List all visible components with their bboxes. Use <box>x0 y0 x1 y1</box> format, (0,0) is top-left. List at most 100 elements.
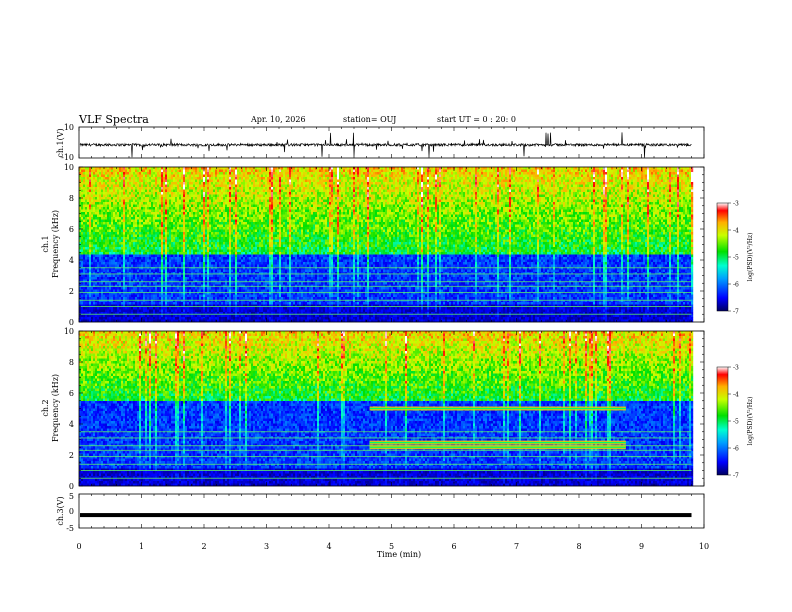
spectrogram-cell <box>95 262 97 265</box>
spectrogram-cell <box>101 287 103 290</box>
spectrogram-cell <box>89 235 91 238</box>
spectrogram-cell <box>83 175 85 178</box>
spectrogram-cell <box>95 215 97 218</box>
spectrogram-cell <box>99 177 101 180</box>
spectrogram-cell <box>99 240 101 243</box>
spectrogram-cell <box>95 180 97 183</box>
spectrogram-cell <box>99 222 101 225</box>
spectrogram-cell <box>83 240 85 243</box>
spectrogram-cell <box>103 207 105 210</box>
spectrogram-cell <box>99 227 101 230</box>
spectrogram-cell <box>105 295 107 298</box>
spectrogram-cell <box>103 240 105 243</box>
spectrogram-cell <box>101 310 103 313</box>
spectrogram-cell <box>97 302 99 305</box>
spectrogram-cell <box>87 195 89 198</box>
spectrogram-cell <box>81 295 83 298</box>
spectrogram-cell <box>89 317 91 320</box>
spectrogram-cell <box>103 195 105 198</box>
start-time-label: start UT = 0 : 20: 0 <box>437 115 516 124</box>
spectrogram-cell <box>105 227 107 230</box>
spectrogram-cell <box>87 250 89 253</box>
spectrogram-cell <box>99 175 101 178</box>
spectrogram-cell <box>99 262 101 265</box>
spectrogram-cell <box>97 182 99 185</box>
spectrogram-cell <box>95 247 97 250</box>
spectrogram-cell <box>95 172 97 175</box>
spectrogram-cell <box>85 187 87 190</box>
spectrogram-cell <box>101 232 103 235</box>
spectrogram-cell <box>105 317 107 320</box>
spectrogram-cell <box>99 297 101 300</box>
spectrogram-cell <box>99 315 101 318</box>
spectrogram-cell <box>97 200 99 203</box>
spectrogram-cell <box>81 255 83 258</box>
spectrogram-cell <box>105 212 107 215</box>
spectrogram-cell <box>93 182 95 185</box>
spectrogram-cell <box>93 315 95 318</box>
spectrogram-cell <box>101 172 103 175</box>
spectrogram-cell <box>93 252 95 255</box>
spectrogram-cell <box>101 240 103 243</box>
spectrogram-cell <box>85 175 87 178</box>
spectrogram-cell <box>97 250 99 253</box>
spectrogram-cell <box>103 197 105 200</box>
spectrogram-cell <box>95 220 97 223</box>
spectrogram-cell <box>91 255 93 258</box>
spectrogram-cell <box>95 257 97 260</box>
spectrogram-cell <box>85 287 87 290</box>
spectrogram-cell <box>87 270 89 273</box>
spectrogram-cell <box>95 167 97 170</box>
spectrogram-cell <box>99 225 101 228</box>
spectrogram-cell <box>87 265 89 268</box>
spectrogram-cell <box>83 242 85 245</box>
spectrogram-cell <box>105 167 107 170</box>
spectrogram-cell <box>87 172 89 175</box>
spectrogram-cell <box>83 310 85 313</box>
spectrogram-cell <box>103 252 105 255</box>
spectrogram-cell <box>85 252 87 255</box>
spectrogram-cell <box>93 215 95 218</box>
spectrogram-cell <box>85 250 87 253</box>
spectrogram-cell <box>93 257 95 260</box>
spectrogram-cell <box>91 277 93 280</box>
spectrogram-cell <box>99 217 101 220</box>
spectrogram-cell <box>103 242 105 245</box>
spectrogram-cell <box>83 172 85 175</box>
spectrogram-cell <box>97 282 99 285</box>
spectrogram-cell <box>103 275 105 278</box>
spectrogram-cell <box>107 195 109 198</box>
spectrogram-cell <box>103 202 105 205</box>
spectrogram-cell <box>91 302 93 305</box>
spectrogram-cell <box>89 185 91 188</box>
spectrogram-cell <box>87 247 89 250</box>
spectrogram-cell <box>83 295 85 298</box>
spectrogram-cell <box>89 200 91 203</box>
spectrogram-cell <box>105 255 107 258</box>
ch1-spectrogram-panel: 0246810 ch.1 Frequency (kHz) <box>41 163 704 327</box>
spectrogram-cell <box>89 212 91 215</box>
spectrogram-cell <box>81 257 83 260</box>
spectrogram-cell <box>99 202 101 205</box>
spectrogram-cell <box>105 230 107 233</box>
spectrogram-cell <box>93 210 95 213</box>
spectrogram-cell <box>93 195 95 198</box>
spectrogram-cell <box>103 302 105 305</box>
spectrogram-cell <box>107 192 109 195</box>
spectrogram-cell <box>89 240 91 243</box>
spectrogram-cell <box>83 237 85 240</box>
spectrogram-cell <box>103 247 105 250</box>
spectrogram-cell <box>85 240 87 243</box>
spectrogram-cell <box>99 247 101 250</box>
figure-title: VLF Spectra <box>78 113 149 126</box>
spectrogram-cell <box>83 297 85 300</box>
spectrogram-cell <box>87 297 89 300</box>
spectrogram-cell <box>93 240 95 243</box>
spectrogram-cell <box>97 230 99 233</box>
spectrogram-cell <box>89 167 91 170</box>
spectrogram-cell <box>95 185 97 188</box>
spectrogram-cell <box>89 302 91 305</box>
spectrogram-cell <box>97 297 99 300</box>
spectrogram-cell <box>103 282 105 285</box>
spectrogram-cell <box>87 187 89 190</box>
